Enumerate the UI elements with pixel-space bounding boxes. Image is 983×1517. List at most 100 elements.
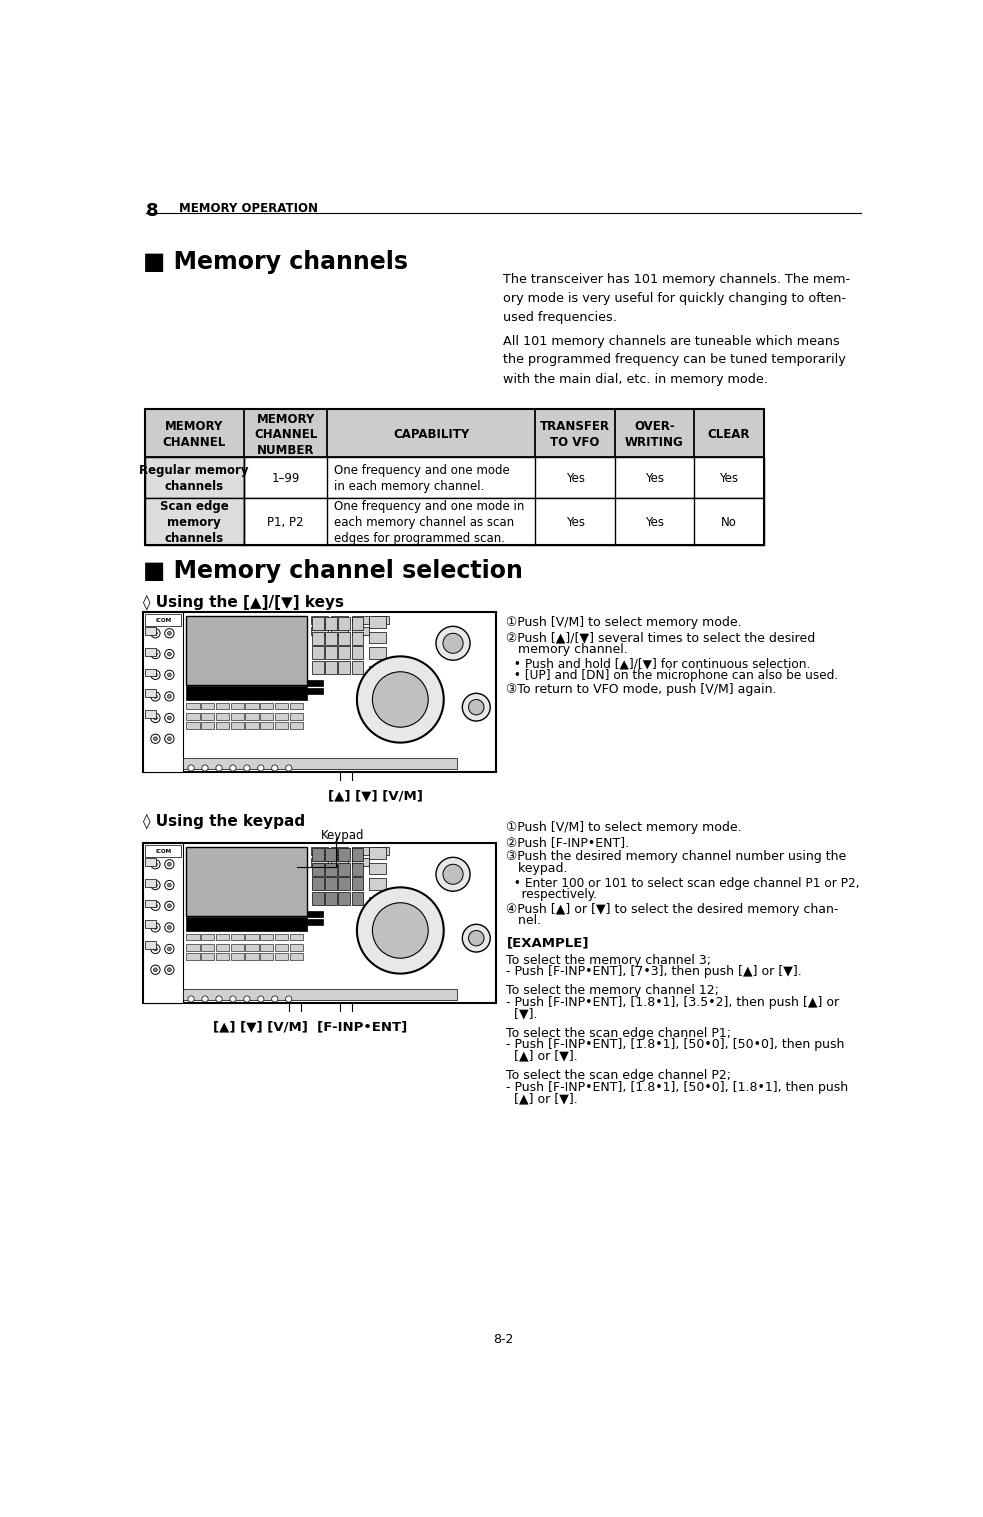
Bar — [202, 722, 214, 728]
Text: 8: 8 — [146, 202, 158, 220]
Text: To select the memory channel 12;: To select the memory channel 12; — [506, 985, 720, 997]
Text: No: No — [721, 516, 737, 529]
Text: ①Push [V/M] to select memory mode.: ①Push [V/M] to select memory mode. — [506, 616, 742, 628]
Bar — [338, 863, 350, 875]
Bar — [312, 848, 328, 856]
Text: 8-2: 8-2 — [493, 1333, 513, 1346]
Circle shape — [167, 695, 171, 698]
Bar — [338, 646, 350, 660]
Bar — [369, 878, 385, 889]
Text: To select the memory channel 3;: To select the memory channel 3; — [506, 954, 712, 966]
Bar — [246, 704, 259, 710]
Bar — [325, 631, 337, 645]
Text: ②Push [▲]/[▼] several times to select the desired: ②Push [▲]/[▼] several times to select th… — [506, 631, 816, 643]
Circle shape — [165, 734, 174, 743]
Bar — [369, 616, 385, 628]
Circle shape — [153, 652, 157, 655]
Circle shape — [150, 671, 160, 680]
Text: - Push [F-INP•ENT], [1.8•1], [50•0], [1.8•1], then push: - Push [F-INP•ENT], [1.8•1], [50•0], [1.… — [506, 1080, 848, 1094]
Bar — [145, 689, 156, 698]
Bar — [231, 944, 244, 951]
Bar — [231, 704, 244, 710]
Bar — [244, 498, 764, 546]
Circle shape — [153, 631, 157, 636]
Bar — [145, 457, 244, 498]
Bar — [338, 848, 350, 862]
Bar — [275, 704, 288, 710]
Bar — [352, 631, 363, 645]
Bar — [260, 713, 273, 719]
Bar — [352, 877, 363, 890]
Bar — [145, 900, 156, 907]
Bar — [145, 941, 156, 950]
Bar — [145, 669, 156, 677]
Circle shape — [153, 862, 157, 866]
Bar — [202, 704, 214, 710]
Circle shape — [188, 997, 195, 1003]
Bar — [216, 944, 229, 951]
Circle shape — [258, 997, 263, 1003]
Circle shape — [165, 901, 174, 910]
Bar — [231, 713, 244, 719]
Bar — [216, 704, 229, 710]
Circle shape — [271, 997, 278, 1003]
Circle shape — [150, 860, 160, 869]
Text: - Push [F-INP•ENT], [1.8•1], [3.5•2], then push [▲] or: - Push [F-INP•ENT], [1.8•1], [3.5•2], th… — [506, 997, 839, 1009]
Text: MEMORY OPERATION: MEMORY OPERATION — [179, 202, 318, 215]
Circle shape — [167, 631, 171, 636]
Bar — [275, 713, 288, 719]
Bar — [312, 863, 323, 875]
Text: All 101 memory channels are tuneable which means
the programmed frequency can be: All 101 memory channels are tuneable whi… — [502, 335, 845, 385]
Bar — [145, 648, 156, 655]
Circle shape — [462, 693, 491, 721]
Text: Keypad: Keypad — [320, 828, 364, 842]
Circle shape — [167, 968, 171, 972]
Text: - Push [F-INP•ENT], [1.8•1], [50•0], [50•0], then push: - Push [F-INP•ENT], [1.8•1], [50•0], [50… — [506, 1038, 844, 1051]
Text: [▲] [▼] [V/M]: [▲] [▼] [V/M] — [328, 789, 423, 802]
Bar — [338, 617, 350, 630]
Bar — [246, 722, 259, 728]
Bar — [202, 953, 214, 960]
Bar — [202, 944, 214, 951]
Bar — [325, 661, 337, 674]
Text: MEMORY
CHANNEL
NUMBER: MEMORY CHANNEL NUMBER — [254, 413, 318, 457]
Text: ④Push [▲] or [▼] to select the desired memory chan-: ④Push [▲] or [▼] to select the desired m… — [506, 903, 838, 916]
Circle shape — [150, 734, 160, 743]
Circle shape — [167, 737, 171, 740]
Bar — [231, 722, 244, 728]
Bar — [145, 878, 156, 886]
Text: • Enter 100 or 101 to select scan edge channel P1 or P2,: • Enter 100 or 101 to select scan edge c… — [506, 877, 860, 889]
Text: ■ Memory channels: ■ Memory channels — [143, 250, 408, 273]
Bar — [143, 611, 495, 772]
Circle shape — [165, 649, 174, 658]
Circle shape — [271, 765, 278, 771]
Bar — [216, 713, 229, 719]
Text: [▼].: [▼]. — [506, 1007, 538, 1021]
Text: Yes: Yes — [645, 516, 665, 529]
Bar — [312, 627, 328, 634]
Circle shape — [443, 865, 463, 884]
Bar — [187, 686, 308, 701]
Text: [▲] or [▼].: [▲] or [▼]. — [506, 1050, 578, 1063]
Bar — [308, 919, 322, 925]
Text: nel.: nel. — [506, 915, 542, 927]
Circle shape — [165, 945, 174, 954]
Bar — [352, 892, 363, 906]
Bar — [352, 848, 363, 862]
Circle shape — [153, 674, 157, 677]
Bar — [187, 713, 200, 719]
Bar — [202, 713, 214, 719]
Bar — [275, 953, 288, 960]
Circle shape — [165, 880, 174, 889]
Bar — [338, 877, 350, 890]
Circle shape — [357, 887, 443, 974]
Circle shape — [165, 860, 174, 869]
Bar — [312, 859, 328, 866]
Circle shape — [216, 765, 222, 771]
Bar — [352, 627, 369, 634]
Circle shape — [165, 671, 174, 680]
Text: One frequency and one mode
in each memory channel.: One frequency and one mode in each memor… — [333, 464, 509, 493]
Bar — [331, 627, 348, 634]
Bar — [290, 934, 303, 941]
Text: TRANSFER
TO VFO: TRANSFER TO VFO — [540, 420, 610, 449]
